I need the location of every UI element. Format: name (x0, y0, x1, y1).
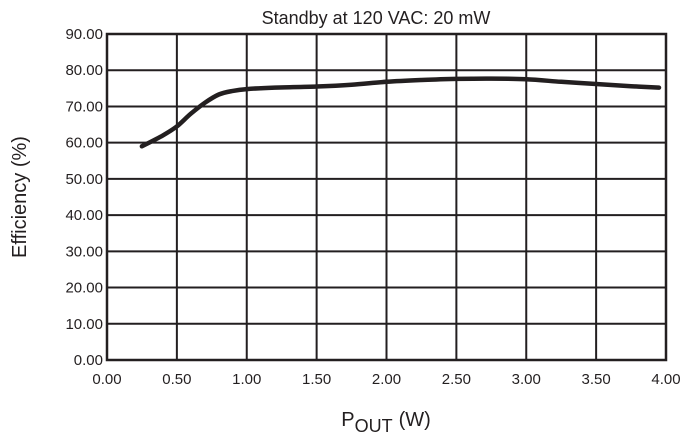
x-tick-labels: 0.00 0.50 1.00 1.50 2.00 2.50 3.00 3.50 4.00 (92, 371, 680, 388)
x-tick-label: 3.50 (582, 371, 611, 388)
y-tick-label: 70.00 (65, 98, 103, 115)
x-axis-label: POUT (W) (341, 409, 431, 436)
chart-title: Standby at 120 VAC: 20 mW (262, 8, 491, 28)
x-tick-label: 0.00 (92, 371, 121, 388)
series-layer (139, 76, 662, 149)
y-tick-label: 20.00 (65, 280, 103, 297)
y-tick-label: 50.00 (65, 171, 103, 188)
y-tick-labels: 0.00 10.00 20.00 30.00 40.00 50.00 60.00 70.00 8… (65, 26, 103, 369)
x-axis-label-main: P (341, 409, 354, 431)
y-tick-label: 0.00 (74, 352, 103, 369)
y-tick-label: 90.00 (65, 26, 103, 43)
y-tick-label: 80.00 (65, 62, 103, 79)
x-tick-label: 2.50 (442, 371, 471, 388)
x-tick-label: 2.00 (372, 371, 401, 388)
x-tick-label: 3.00 (512, 371, 541, 388)
x-axis-label-unit: (W) (399, 409, 431, 431)
x-tick-label: 0.50 (162, 371, 191, 388)
x-tick-label: 4.00 (651, 371, 680, 388)
y-tick-label: 60.00 (65, 135, 103, 152)
plot-frame (105, 32, 668, 362)
y-tick-label: 10.00 (65, 316, 103, 333)
y-axis-label: Efficiency (%) (9, 136, 31, 258)
efficiency-line (139, 76, 662, 149)
y-tick-label: 30.00 (65, 243, 103, 260)
x-axis-label-sub: OUT (355, 416, 393, 436)
y-tick-label: 40.00 (65, 207, 103, 224)
x-tick-label: 1.00 (232, 371, 261, 388)
x-tick-label: 1.50 (302, 371, 331, 388)
